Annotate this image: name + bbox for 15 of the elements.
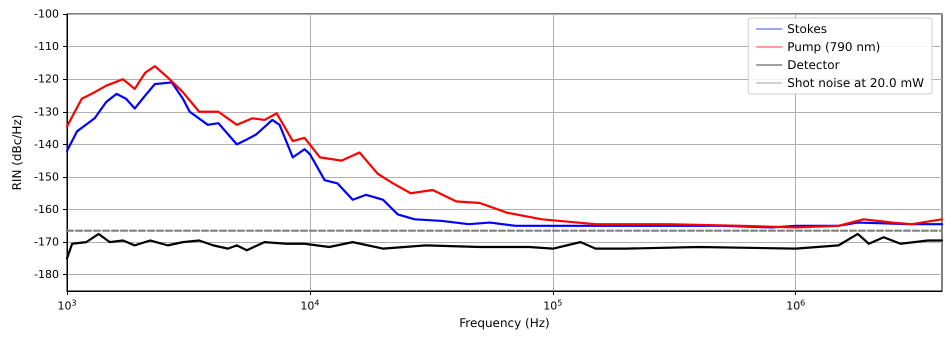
legend-label: Shot noise at 20.0 mW	[787, 76, 924, 90]
legend-label: Detector	[787, 58, 840, 72]
y-tick-label: -170	[34, 236, 59, 249]
y-tick-label: -100	[34, 8, 59, 20]
legend-label: Pump (790 nm)	[787, 40, 880, 54]
y-tick-label: -120	[34, 72, 59, 86]
y-tick-label: -160	[34, 203, 59, 216]
legend-label: Stokes	[787, 22, 828, 36]
y-axis-title: RIN (dBc/Hz)	[10, 114, 24, 190]
x-axis-title: Frequency (Hz)	[459, 316, 550, 330]
y-tick-label: -110	[34, 40, 59, 54]
y-tick-label: -130	[34, 105, 59, 118]
y-tick-label: -150	[34, 170, 59, 184]
y-tick-label: -140	[34, 138, 59, 151]
y-tick-label: -180	[34, 268, 59, 282]
